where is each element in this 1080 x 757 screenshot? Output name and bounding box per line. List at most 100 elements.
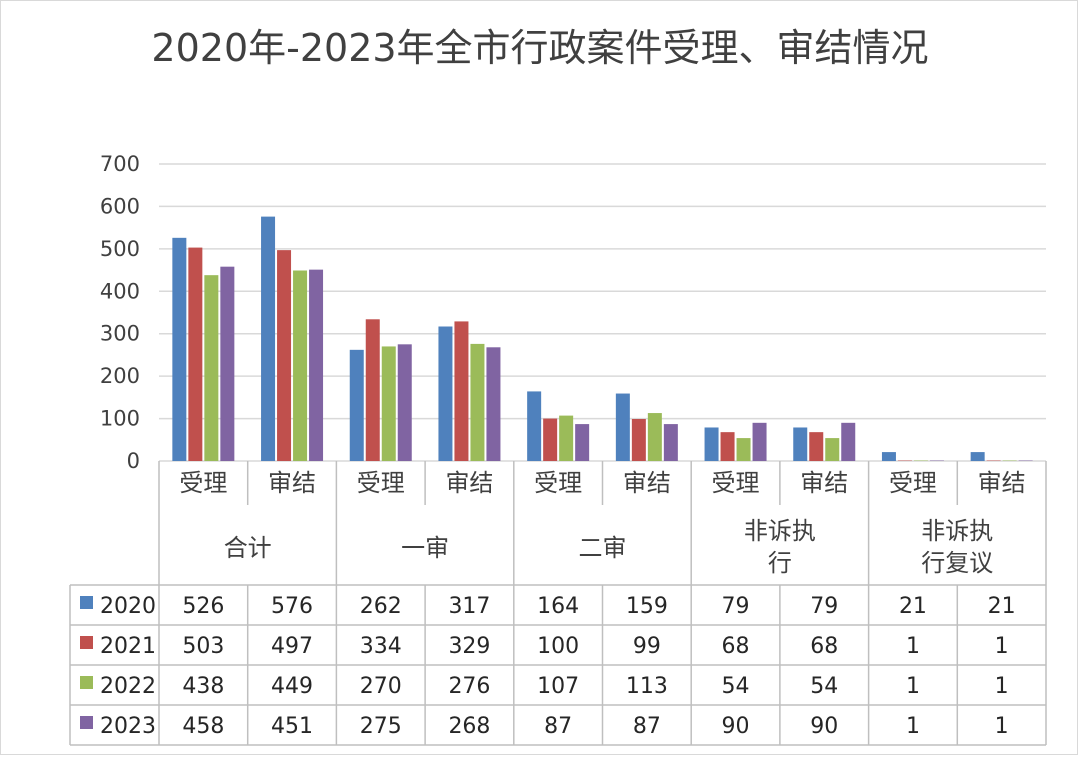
- table-cell-value: 276: [448, 674, 490, 699]
- table-cell-value: 99: [633, 634, 661, 659]
- y-tick-label: 300: [100, 322, 140, 346]
- group-label: 行复议: [921, 549, 993, 577]
- bar: [841, 422, 856, 461]
- bar: [809, 432, 824, 461]
- bar: [486, 347, 501, 461]
- category-label: 受理: [179, 469, 227, 497]
- table-cell-value: 503: [182, 634, 224, 659]
- legend-key: [80, 676, 93, 689]
- table-cell-value: 1: [906, 714, 920, 739]
- bar: [647, 413, 662, 461]
- table-cell-value: 268: [448, 714, 490, 739]
- group-label: 合计: [224, 534, 272, 562]
- table-cell-value: 79: [810, 594, 838, 619]
- table-cell-value: 107: [537, 674, 579, 699]
- table-cell-value: 449: [271, 674, 313, 699]
- bar: [381, 346, 396, 461]
- table-cell-value: 1: [906, 674, 920, 699]
- bar: [720, 432, 735, 461]
- bar: [188, 247, 203, 461]
- bar: [220, 266, 235, 461]
- table-cell-value: 1: [995, 634, 1009, 659]
- bar: [527, 391, 542, 461]
- table-cell-value: 329: [448, 634, 490, 659]
- y-axis: 0 100 200 300 400 500 600 700: [100, 152, 140, 473]
- table-cell-value: 54: [722, 674, 750, 699]
- bar: [752, 422, 767, 461]
- category-label: 审结: [268, 469, 316, 497]
- bar: [663, 424, 678, 461]
- group-label: 非诉执: [744, 517, 816, 545]
- table-cell-value: 68: [722, 634, 750, 659]
- table-cell-value: 87: [633, 714, 661, 739]
- category-label: 审结: [978, 469, 1026, 497]
- category-label: 受理: [889, 469, 937, 497]
- bar: [704, 427, 719, 461]
- table-cell-value: 21: [988, 594, 1016, 619]
- table-cell-value: 90: [722, 714, 750, 739]
- bar: [204, 275, 219, 461]
- y-tick-label: 500: [100, 237, 140, 261]
- group-label: 行: [768, 549, 792, 577]
- y-tick-label: 400: [100, 279, 140, 303]
- table-cell-value: 1: [995, 714, 1009, 739]
- legend-label: 2020: [100, 594, 156, 619]
- bar: [793, 427, 808, 461]
- table-cell-value: 68: [810, 634, 838, 659]
- category-label: 审结: [623, 469, 671, 497]
- table-cell-value: 275: [360, 714, 402, 739]
- table-cell-value: 458: [182, 714, 224, 739]
- y-tick-label: 600: [100, 194, 140, 218]
- bar: [559, 415, 574, 461]
- table-cell-value: 334: [360, 634, 402, 659]
- table-cell-value: 113: [626, 674, 668, 699]
- bar: [575, 424, 590, 461]
- table-cell-value: 54: [810, 674, 838, 699]
- category-label: 审结: [445, 469, 493, 497]
- table-cell-value: 526: [182, 594, 224, 619]
- table-cell-value: 87: [544, 714, 572, 739]
- table-cell-value: 79: [722, 594, 750, 619]
- table-cell-value: 438: [182, 674, 224, 699]
- group-label: 一审: [401, 534, 449, 562]
- bar: [543, 418, 558, 461]
- table-cell-value: 159: [626, 594, 668, 619]
- table-cell-value: 576: [271, 594, 313, 619]
- bar: [349, 349, 364, 461]
- bar: [881, 452, 896, 461]
- y-tick-label: 0: [127, 449, 140, 473]
- bar: [277, 250, 292, 461]
- table-cell-value: 164: [537, 594, 579, 619]
- bar: [172, 237, 187, 461]
- gridlines: [159, 163, 1046, 462]
- legend-label: 2021: [100, 634, 156, 659]
- group-label: 二审: [579, 534, 627, 562]
- bar: [438, 326, 453, 461]
- category-label: 审结: [800, 469, 848, 497]
- bar: [970, 452, 985, 461]
- y-tick-label: 700: [100, 152, 140, 176]
- bar: [261, 216, 276, 461]
- table-cell-value: 497: [271, 634, 313, 659]
- legend-label: 2023: [100, 714, 156, 739]
- y-tick-label: 200: [100, 364, 140, 388]
- legend-key: [80, 716, 93, 729]
- bar: [615, 393, 630, 461]
- table-cell-value: 451: [271, 714, 313, 739]
- bar: [825, 438, 840, 461]
- bar: [470, 343, 485, 461]
- table-cell-value: 100: [537, 634, 579, 659]
- table-cell-value: 1: [906, 634, 920, 659]
- bars: [172, 216, 1033, 461]
- table-cell-value: 262: [360, 594, 402, 619]
- chart-title: 2020年-2023年全市行政案件受理、审结情况: [151, 26, 929, 70]
- bar: [631, 418, 646, 461]
- bar: [397, 344, 412, 461]
- table-cell-value: 317: [448, 594, 490, 619]
- table-cell-value: 90: [810, 714, 838, 739]
- legend-key: [80, 596, 93, 609]
- legend-label: 2022: [100, 674, 156, 699]
- y-tick-label: 100: [100, 407, 140, 431]
